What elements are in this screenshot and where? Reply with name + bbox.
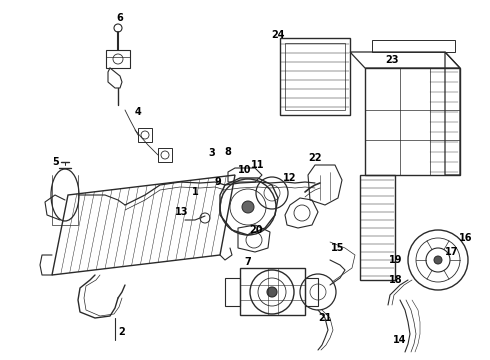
Text: 12: 12	[283, 173, 297, 183]
Text: 8: 8	[224, 147, 231, 157]
Text: 21: 21	[318, 313, 332, 323]
Text: 14: 14	[393, 335, 407, 345]
Text: 15: 15	[331, 243, 345, 253]
Text: 3: 3	[209, 148, 216, 158]
Text: 22: 22	[308, 153, 322, 163]
Text: 18: 18	[389, 275, 403, 285]
Text: 2: 2	[119, 327, 125, 337]
Text: 13: 13	[175, 207, 189, 217]
Text: 4: 4	[135, 107, 142, 117]
Text: 1: 1	[192, 187, 198, 197]
Text: 24: 24	[271, 30, 285, 40]
Circle shape	[242, 201, 254, 213]
Text: 23: 23	[385, 55, 399, 65]
Text: 7: 7	[245, 257, 251, 267]
Text: 11: 11	[251, 160, 265, 170]
Text: 17: 17	[445, 247, 459, 257]
Circle shape	[434, 256, 442, 264]
Text: 19: 19	[389, 255, 403, 265]
Circle shape	[267, 287, 277, 297]
Text: 9: 9	[215, 177, 221, 187]
Text: 6: 6	[117, 13, 123, 23]
Text: 20: 20	[249, 225, 263, 235]
Text: 16: 16	[459, 233, 473, 243]
Text: 5: 5	[52, 157, 59, 167]
Text: 10: 10	[238, 165, 252, 175]
